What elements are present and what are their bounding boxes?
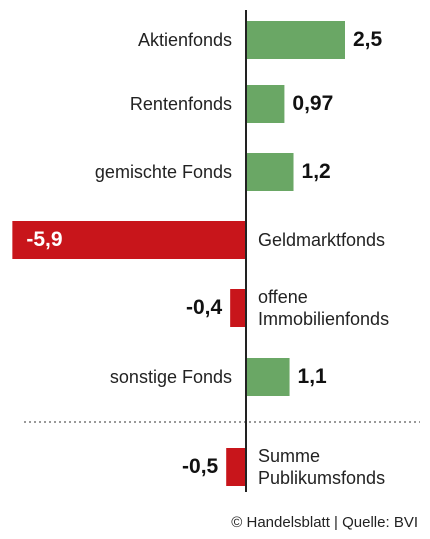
value-label: 0,97 [292,92,334,115]
value-label: 2,5 [353,28,383,51]
bar [12,221,246,259]
source: © Handelsblatt | Quelle: BVI [231,514,418,531]
value-label: -0,4 [185,296,223,319]
bar [246,358,290,396]
category-label: Summe Publikumsfonds [258,446,386,488]
value-label: -0,5 [182,455,219,478]
bar [226,448,246,486]
value-label: 1,2 [301,160,331,183]
bar [246,85,285,123]
category-label: offene Immobilienfonds [258,287,390,329]
category-label: Rentenfonds [129,94,232,114]
category-label: Aktienfonds [137,30,232,50]
value-label: -5,9 [26,228,63,251]
category-label: Geldmarktfonds [258,230,386,250]
category-label: gemischte Fonds [94,162,232,182]
category-label: sonstige Fonds [109,367,232,387]
bar [246,21,345,59]
value-label: 1,1 [297,365,327,388]
bar [230,289,246,327]
bar [246,153,294,191]
